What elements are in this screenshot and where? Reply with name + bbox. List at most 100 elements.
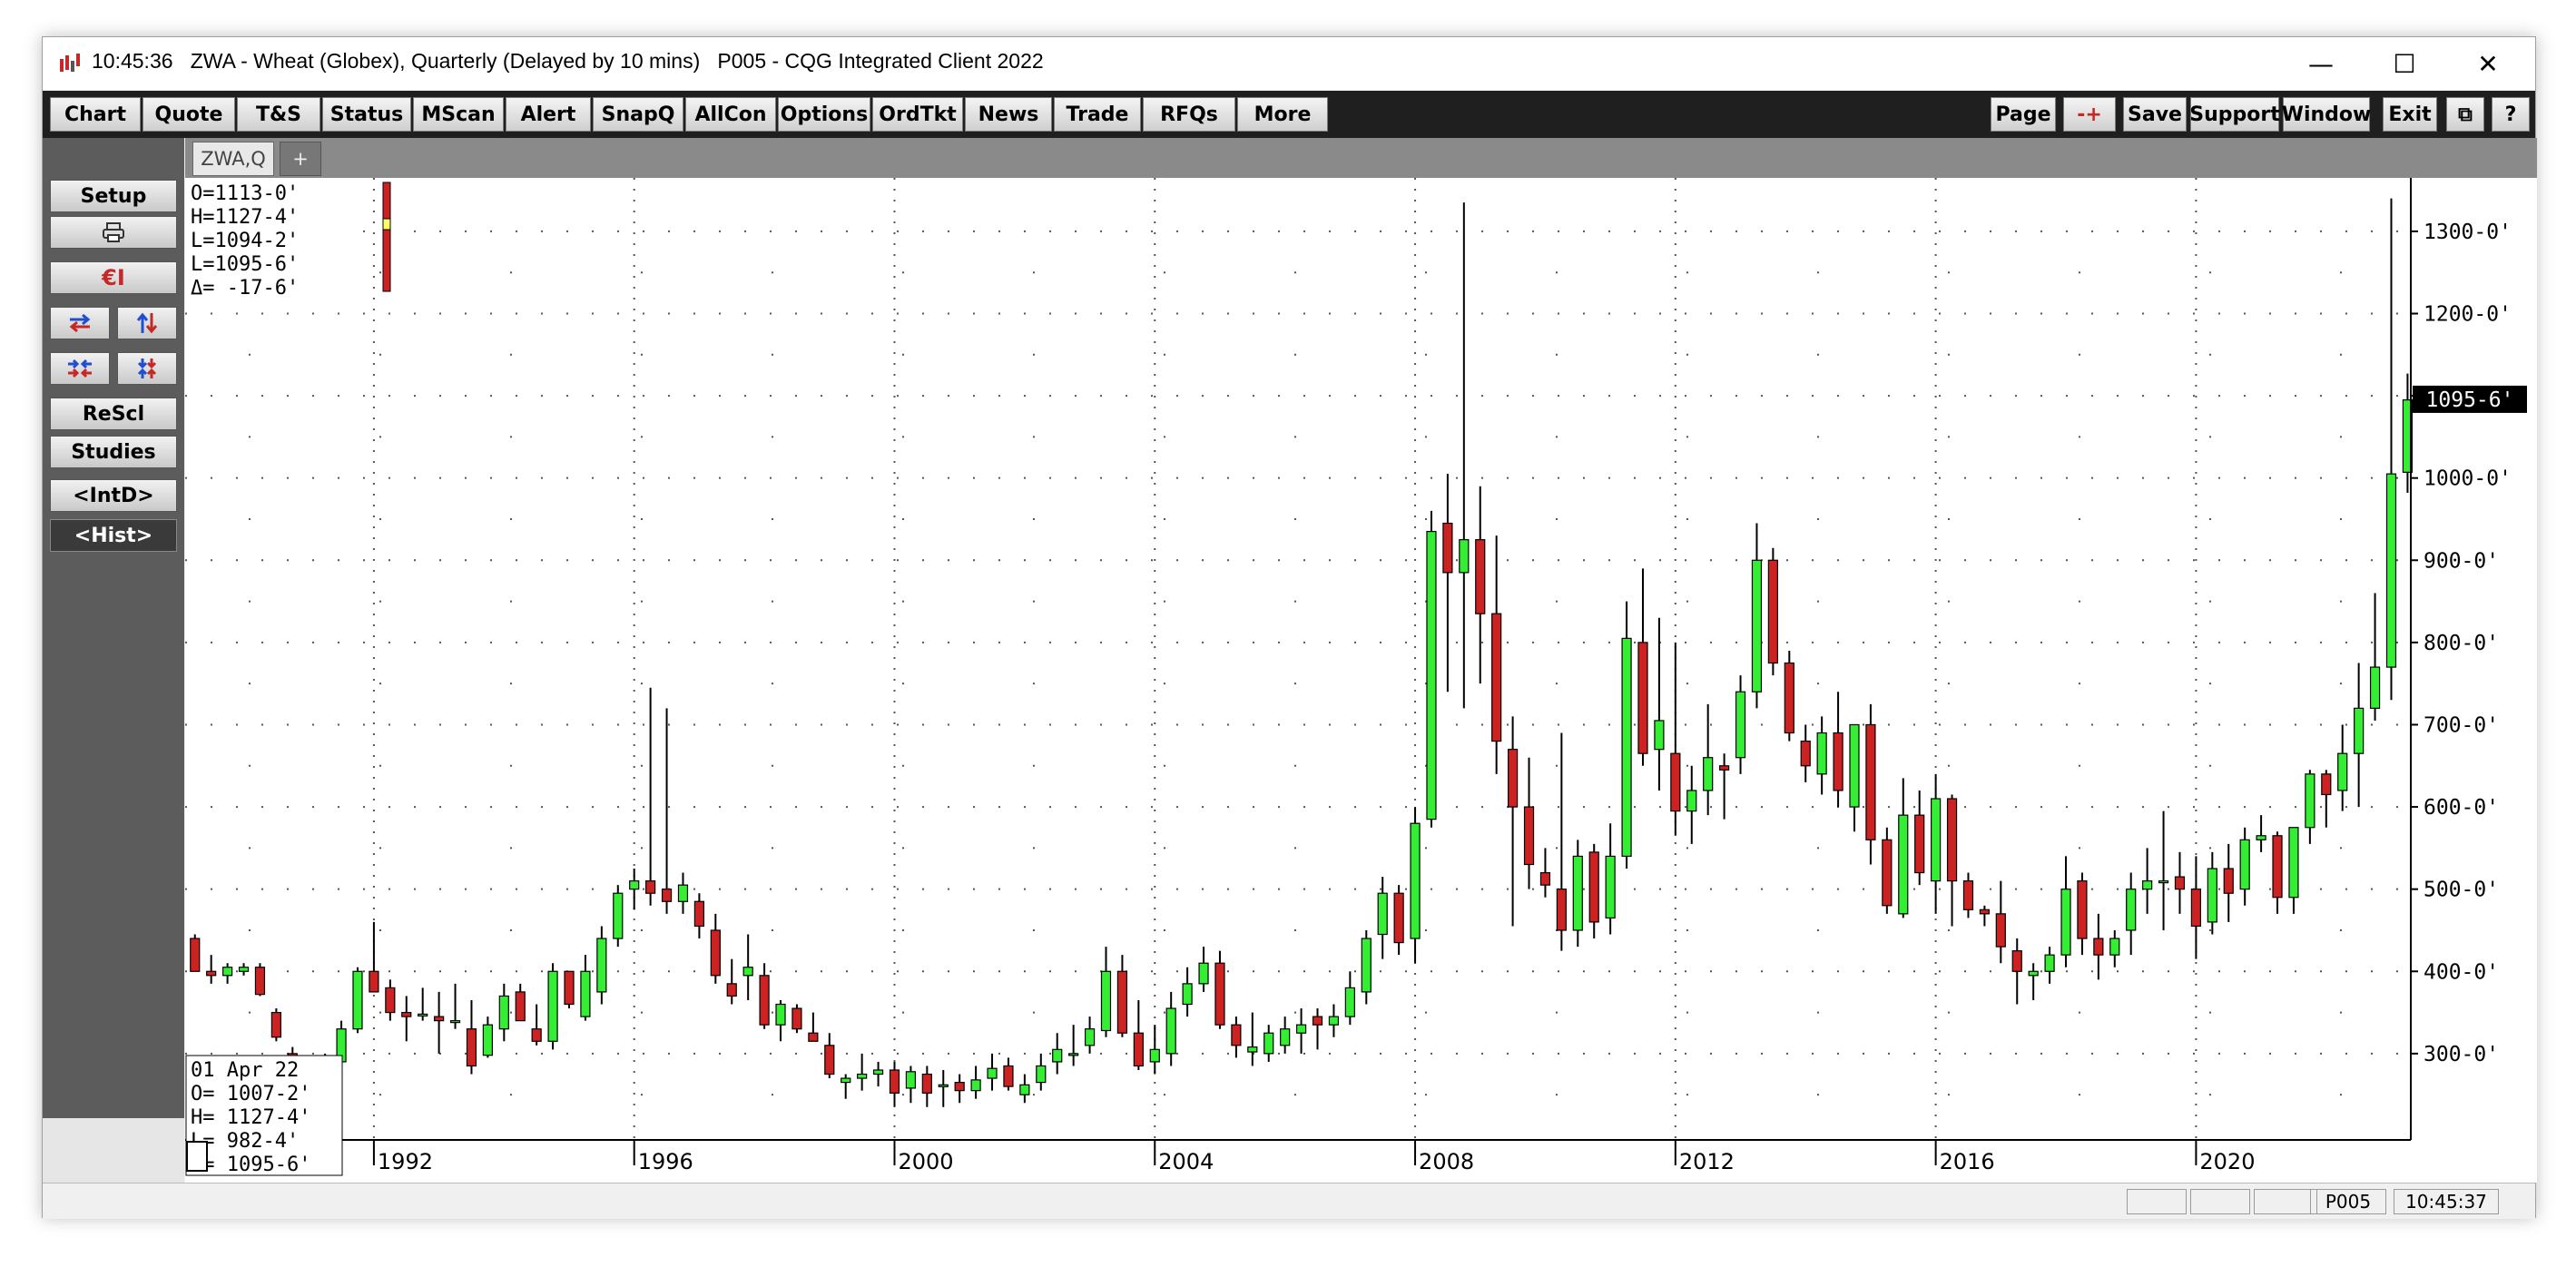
tab-zwa-q[interactable]: ZWA,Q <box>192 142 274 176</box>
maximize-button[interactable]: ☐ <box>2363 37 2446 90</box>
candle-body-down <box>434 1016 445 1022</box>
chart-corner-box[interactable] <box>186 1141 208 1172</box>
maximize-icon: ☐ <box>2393 48 2416 79</box>
last-price-label: 1095-6' <box>2426 388 2514 412</box>
candle <box>2223 843 2234 922</box>
scroll-left-right-button[interactable] <box>50 307 110 339</box>
candle <box>1572 840 1583 948</box>
candle <box>1100 947 1112 1037</box>
candle-body-down <box>1767 559 1778 664</box>
candle <box>629 869 640 910</box>
chart-background <box>185 178 2537 1183</box>
candle-body-up <box>238 967 250 972</box>
rescale-button[interactable]: ReScl <box>50 398 177 430</box>
price-chart[interactable]: 300-0' 400-0' 500-0' 600-0' 700-0' 800-0' 900-… <box>185 178 2537 1183</box>
candle <box>580 955 591 1021</box>
candle-body-up <box>1019 1084 1030 1095</box>
x-tick-label: 1996 <box>638 1149 693 1174</box>
compress-horizontal-button[interactable] <box>50 352 110 385</box>
print-button[interactable] <box>50 216 177 249</box>
historical-button[interactable]: <Hist> <box>50 519 177 552</box>
toolbar-allcon-button[interactable]: AllCon <box>685 97 776 132</box>
candle-body-up <box>2256 835 2266 840</box>
candle-body-up <box>2126 889 2137 931</box>
toolbar-exit-button[interactable]: Exit <box>2383 97 2437 132</box>
candle-body-up <box>1084 1028 1096 1046</box>
status-cell-3 <box>2254 1189 2317 1214</box>
candle <box>1833 692 1844 808</box>
candle-body-up <box>2402 399 2414 473</box>
close-button[interactable]: ✕ <box>2446 37 2530 90</box>
candle <box>1263 1025 1274 1062</box>
toolbar-news-button[interactable]: News <box>965 97 1052 132</box>
toolbar-page-button[interactable]: Page <box>1991 97 2056 132</box>
candle <box>564 970 575 1009</box>
studies-button[interactable]: Studies <box>50 436 177 468</box>
candle <box>1198 947 1209 992</box>
candle <box>1735 675 1746 774</box>
main-toolbar: Chart Quote T&S Status MScan Alert SnapQ… <box>43 91 2535 138</box>
candle <box>1295 1008 1307 1054</box>
toolbar-mscan-button[interactable]: MScan <box>413 97 504 132</box>
toolbar-quote-button[interactable]: Quote <box>143 97 235 132</box>
candle-body-up <box>970 1079 981 1092</box>
candle <box>1637 568 1648 766</box>
compress-vertical-icon <box>137 358 157 378</box>
candle-body-down <box>1833 732 1844 791</box>
minimize-button[interactable]: — <box>2279 37 2363 90</box>
candle-body-up <box>1344 987 1355 1017</box>
candle <box>1865 703 1876 865</box>
candle-body-up <box>1849 723 1860 808</box>
toolbar-status-button[interactable]: Status <box>322 97 411 132</box>
toolbar-window-button[interactable]: Window <box>2282 97 2371 132</box>
candle <box>2011 938 2022 1005</box>
candle-body-up <box>1377 892 1388 936</box>
toolbar-options-button[interactable]: Options <box>778 97 870 132</box>
y-tick-label: 500-0' <box>2424 879 2499 902</box>
toolbar-alert-button[interactable]: Alert <box>506 97 591 132</box>
y-tick-label: 1300-0' <box>2424 221 2512 244</box>
candle <box>645 687 656 906</box>
toolbar-chart-button[interactable]: Chart <box>50 97 141 132</box>
toolbar-support-button[interactable]: Support <box>2189 97 2280 132</box>
candle-body-up <box>2385 473 2397 668</box>
euro-button[interactable]: €I <box>50 261 177 294</box>
candle-body-down <box>1946 798 1958 882</box>
candle <box>2207 851 2217 935</box>
toolbar-snapq-button[interactable]: SnapQ <box>593 97 683 132</box>
bottom-readout-close: C= 1095-6' <box>191 1154 310 1176</box>
status-cell-1 <box>2127 1189 2187 1214</box>
x-tick-label: 2016 <box>1940 1149 1995 1174</box>
add-tab-button[interactable]: + <box>280 142 321 176</box>
candle-body-down <box>1475 539 1486 614</box>
toolbar-rfqs-button[interactable]: RFQs <box>1143 97 1235 132</box>
candle-body-up <box>2354 707 2365 754</box>
candle <box>1588 843 1599 939</box>
candle-body-up <box>352 970 363 1030</box>
toolbar-plus-minus-button[interactable]: -+ <box>2063 97 2116 132</box>
candle-body-up <box>2239 839 2250 890</box>
toolbar-restore-button[interactable]: ⧉ <box>2446 97 2484 132</box>
toolbar-save-button[interactable]: Save <box>2123 97 2187 132</box>
y-tick-label: 600-0' <box>2424 796 2499 820</box>
toolbar-help-button[interactable]: ? <box>2492 97 2530 132</box>
candle <box>1312 1008 1323 1050</box>
setup-button[interactable]: Setup <box>50 180 177 212</box>
compress-vertical-button[interactable] <box>117 352 177 385</box>
toolbar-ordtkt-button[interactable]: OrdTkt <box>872 97 963 132</box>
toolbar-more-button[interactable]: More <box>1237 97 1328 132</box>
candle <box>1116 955 1128 1037</box>
candle <box>1979 905 1990 927</box>
candle <box>889 1061 900 1107</box>
candle-body-down <box>759 975 770 1026</box>
candle-body-down <box>2011 950 2022 972</box>
toolbar-trade-button[interactable]: Trade <box>1054 97 1141 132</box>
candle-body-up <box>449 1020 461 1024</box>
bottom-readout-open: O= 1007-2' <box>191 1083 310 1105</box>
toolbar-ts-button[interactable]: T&S <box>237 97 320 132</box>
intraday-button[interactable]: <IntD> <box>50 479 177 512</box>
candle-body-up <box>1459 539 1470 574</box>
candle <box>1003 1057 1014 1091</box>
scroll-up-down-button[interactable] <box>117 307 177 339</box>
candle-body-down <box>1133 1032 1144 1067</box>
